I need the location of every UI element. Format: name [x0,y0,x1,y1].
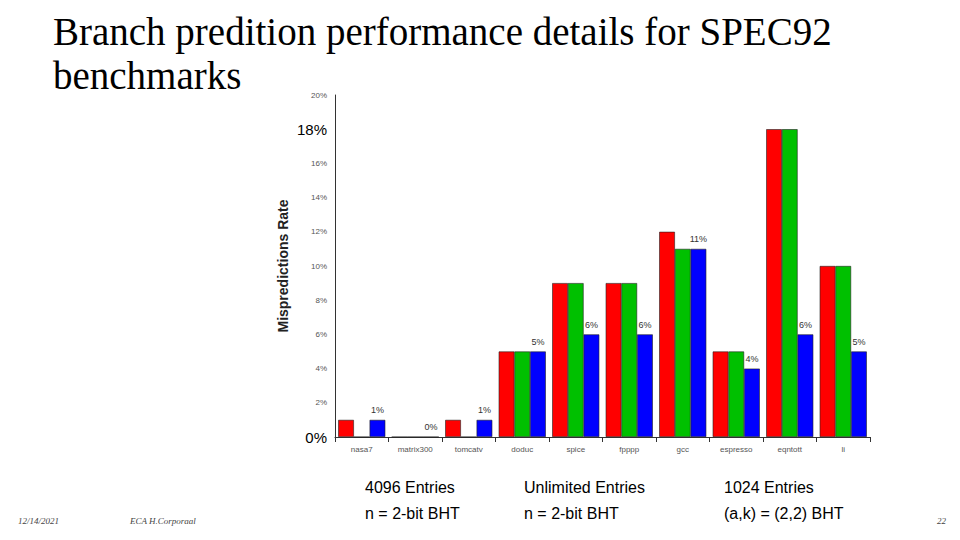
svg-text:5%: 5% [852,337,865,347]
svg-text:6%: 6% [585,320,598,330]
svg-text:4%: 4% [745,354,758,364]
svg-text:tomcatv: tomcatv [455,445,483,454]
svg-text:4%: 4% [315,364,327,373]
svg-text:4096 Entries: 4096 Entries [365,479,455,496]
svg-text:1%: 1% [478,405,491,415]
svg-text:12%: 12% [311,227,327,236]
svg-text:n = 2-bit BHT: n = 2-bit BHT [365,505,460,522]
svg-text:Unlimited Entries: Unlimited Entries [524,479,645,496]
svg-text:Mispredictions Rate: Mispredictions Rate [275,199,291,332]
svg-text:(a,k) = (2,2) BHT: (a,k) = (2,2) BHT [724,505,844,522]
svg-text:Branch predition performance d: Branch predition performance details for… [53,10,841,54]
svg-text:matrix300: matrix300 [398,445,434,454]
svg-text:gcc: gcc [677,445,689,454]
svg-text:nasa7: nasa7 [351,445,373,454]
html-text:ECA H.Corporaal: ECA H.Corporaal [130,516,196,526]
svg-text:6%: 6% [799,320,812,330]
html-text:22: 22 [937,516,946,526]
svg-text:eqntott: eqntott [778,445,803,454]
svg-text:6%: 6% [315,330,327,339]
svg-text:18%: 18% [297,121,327,138]
svg-text:11%: 11% [690,234,707,244]
svg-text:1%: 1% [371,405,384,415]
svg-text:1024 Entries: 1024 Entries [724,479,814,496]
svg-text:16%: 16% [311,159,327,168]
svg-text:10%: 10% [311,262,327,271]
svg-text:6%: 6% [638,320,651,330]
svg-text:spice: spice [566,445,585,454]
svg-text:20%: 20% [311,91,327,100]
svg-text:fpppp: fpppp [619,445,640,454]
svg-text:benchmarks: benchmarks [53,54,241,97]
svg-text:0%: 0% [305,429,327,446]
svg-text:2%: 2% [315,398,327,407]
svg-text:doduc: doduc [511,445,533,454]
svg-text:li: li [841,445,845,454]
svg-text:n = 2-bit BHT: n = 2-bit BHT [524,505,619,522]
svg-text:14%: 14% [311,193,327,202]
svg-text:5%: 5% [531,337,544,347]
svg-text:0%: 0% [424,422,437,432]
svg-text:espresso: espresso [720,445,753,454]
svg-text:8%: 8% [315,296,327,305]
html-text:12/14/2021: 12/14/2021 [18,516,59,526]
